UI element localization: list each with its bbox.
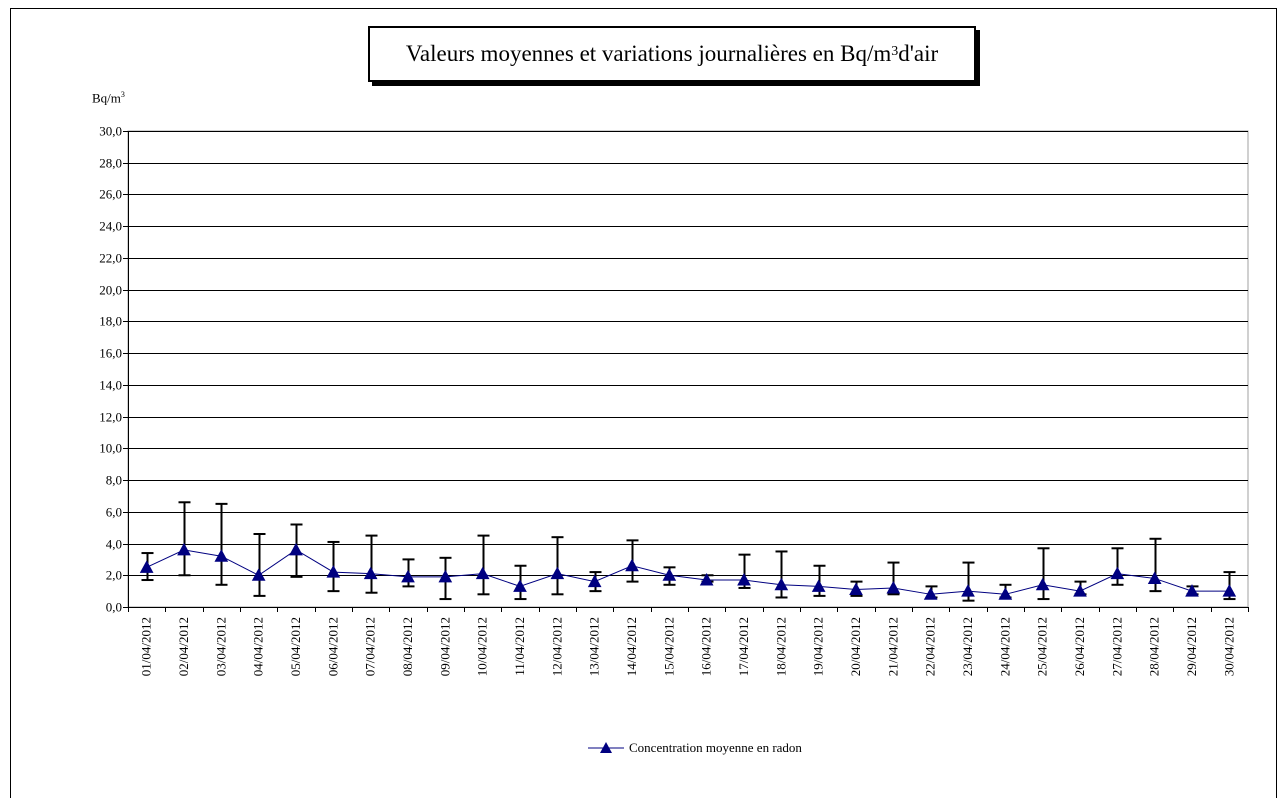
chart-title: Valeurs moyennes et variations journaliè… [368, 26, 976, 82]
x-tick-label: 30/04/2012 [1221, 617, 1236, 676]
x-tick-label: 15/04/2012 [661, 617, 676, 676]
x-tick-label: 22/04/2012 [923, 617, 938, 676]
data-point-marker [475, 566, 490, 580]
data-point-marker [849, 582, 863, 596]
y-tick-label: 4,0 [106, 537, 122, 552]
y-tick-label: 2,0 [106, 568, 122, 583]
x-tick-label: 19/04/2012 [811, 617, 826, 676]
x-tick-label: 16/04/2012 [699, 617, 714, 676]
y-tick-label: 16,0 [99, 346, 122, 361]
plot-area [127, 130, 1249, 608]
x-tick-label: 20/04/2012 [848, 617, 863, 676]
x-tick-label: 26/04/2012 [1072, 617, 1087, 676]
x-tick-label: 17/04/2012 [736, 617, 751, 676]
data-point-marker [1222, 584, 1237, 597]
data-point-marker [326, 565, 341, 578]
data-point-marker [401, 569, 415, 583]
y-tick-label: 24,0 [99, 219, 122, 234]
x-tick-label: 08/04/2012 [400, 617, 415, 676]
data-point-marker [662, 568, 677, 581]
y-tick-label: 8,0 [106, 473, 122, 488]
y-tick-label: 20,0 [99, 283, 122, 298]
data-point-marker [1147, 571, 1162, 584]
y-tick-label: 26,0 [99, 187, 122, 202]
data-point-marker [923, 587, 938, 600]
legend-marker [600, 742, 612, 753]
chart-title-text: Valeurs moyennes et variations journaliè… [405, 41, 892, 66]
y-tick-label: 22,0 [99, 251, 122, 266]
data-point-marker [737, 572, 751, 586]
x-tick-label: 01/04/2012 [139, 617, 154, 676]
data-point-marker [139, 560, 154, 573]
data-point-marker [177, 542, 191, 556]
data-point-marker [587, 574, 602, 588]
x-tick-label: 23/04/2012 [960, 617, 975, 676]
x-tick-label: 10/04/2012 [475, 617, 490, 676]
y-axis-unit-superscript: 3 [120, 90, 125, 99]
x-tick-label: 14/04/2012 [624, 617, 639, 676]
y-axis-unit-label: Bq/m3 [92, 90, 125, 106]
x-tick-label: 11/04/2012 [512, 617, 527, 676]
data-point-marker [550, 566, 565, 580]
y-tick-label: 14,0 [99, 378, 122, 393]
x-tick-label: 27/04/2012 [1109, 617, 1124, 676]
data-point-marker [699, 572, 714, 586]
data-point-marker [363, 566, 378, 580]
x-tick-label: 29/04/2012 [1184, 617, 1199, 676]
x-tick-label: 05/04/2012 [288, 617, 303, 676]
data-point-marker [513, 579, 527, 592]
x-tick-label: 07/04/2012 [363, 617, 378, 676]
data-point-marker [998, 587, 1013, 600]
x-tick-label: 09/04/2012 [437, 617, 452, 676]
x-tick-label: 03/04/2012 [213, 617, 228, 676]
data-point-marker [886, 580, 901, 594]
data-point-marker [251, 568, 266, 581]
x-tick-label: 28/04/2012 [1147, 617, 1162, 676]
y-tick-label: 28,0 [99, 156, 122, 171]
chart-title-superscript: 3 [891, 44, 899, 59]
x-tick-label: 13/04/2012 [587, 617, 602, 676]
data-point-marker [961, 584, 975, 597]
y-tick-label: 18,0 [99, 314, 122, 329]
data-point-marker [214, 549, 229, 562]
data-point-marker [1185, 584, 1199, 597]
y-tick-label: 6,0 [106, 505, 122, 520]
y-tick-label: 12,0 [99, 410, 122, 425]
legend-label: Concentration moyenne en radon [629, 740, 802, 755]
y-tick-label: 30,0 [99, 124, 122, 139]
y-axis-unit-text: Bq/m [92, 90, 121, 106]
data-point-marker [1073, 584, 1087, 597]
data-point-marker [625, 558, 639, 572]
x-tick-label: 06/04/2012 [325, 617, 340, 676]
data-point-marker [1110, 566, 1125, 580]
x-tick-label: 18/04/2012 [773, 617, 788, 676]
y-tick-label: 10,0 [99, 441, 122, 456]
x-tick-label: 04/04/2012 [251, 617, 266, 676]
x-tick-label: 25/04/2012 [1035, 617, 1050, 676]
data-point-marker [774, 577, 789, 591]
x-tick-label: 02/04/2012 [176, 617, 191, 676]
data-point-marker [289, 542, 303, 556]
data-point-marker [438, 569, 453, 583]
x-tick-label: 12/04/2012 [549, 617, 564, 676]
y-tick-label: 0,0 [106, 600, 122, 615]
chart-frame [10, 8, 1277, 798]
data-point-marker [1035, 577, 1050, 591]
chart-title-suffix: d'air [898, 41, 939, 66]
x-tick-label: 21/04/2012 [885, 617, 900, 676]
x-tick-label: 24/04/2012 [997, 617, 1012, 676]
data-point-marker [811, 579, 826, 592]
series-line [146, 549, 1230, 595]
